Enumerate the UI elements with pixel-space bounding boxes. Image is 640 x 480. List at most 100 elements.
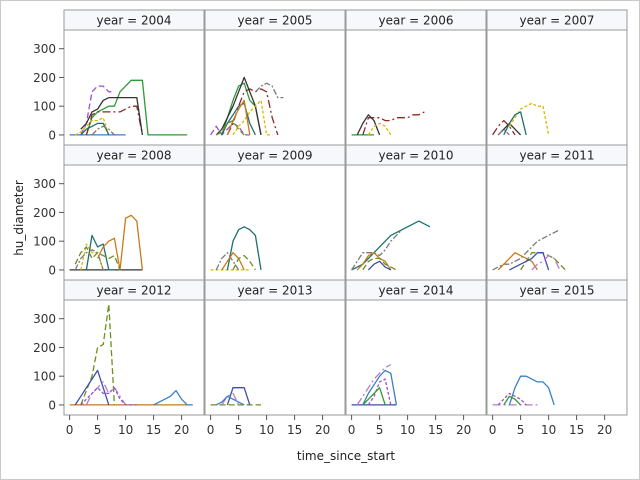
x-tick-label: 5 — [376, 423, 384, 437]
series-line — [85, 381, 127, 406]
series-line — [503, 395, 522, 406]
x-tick-label: 15 — [146, 423, 161, 437]
series-line — [215, 119, 245, 136]
series-line — [508, 102, 550, 136]
facet-label: year = 2013 — [238, 284, 313, 298]
x-tick-label: 20 — [315, 423, 330, 437]
facet-series-group — [351, 364, 398, 406]
x-tick-label: 0 — [207, 423, 215, 437]
series-line — [226, 226, 262, 271]
series-line — [74, 246, 121, 271]
series-line — [74, 117, 110, 136]
y-tick-label: 0 — [48, 128, 56, 142]
series-line — [221, 392, 240, 406]
x-tick-label: 15 — [569, 423, 584, 437]
facet-plot-area — [63, 299, 205, 416]
y-tick-label: 200 — [33, 71, 56, 85]
series-line — [362, 111, 425, 136]
facet-series-group — [210, 226, 262, 271]
x-tick-label: 15 — [287, 423, 302, 437]
facet-series-group — [351, 220, 431, 271]
series-line — [367, 260, 392, 271]
series-line — [215, 76, 262, 136]
facet-panel: year = 2011 — [486, 144, 628, 281]
series-line — [356, 252, 392, 271]
series-line — [497, 128, 510, 136]
facet-label: year = 2015 — [520, 284, 595, 298]
facet-label: year = 2010 — [379, 149, 454, 163]
x-tick-label: 5 — [235, 423, 243, 437]
series-line — [221, 102, 256, 136]
facet-series-group — [69, 214, 144, 271]
facet-panel: year = 2006 — [345, 9, 487, 146]
y-tick-label: 100 — [33, 235, 56, 249]
y-axis-title: hu_diameter — [12, 180, 26, 256]
series-line — [80, 387, 137, 406]
facet-plot-area — [345, 29, 487, 146]
facet-label: year = 2004 — [97, 14, 172, 28]
x-tick-label: 20 — [597, 423, 612, 437]
facet-panel: year = 2008 — [63, 144, 205, 281]
facet-series-group — [492, 229, 566, 271]
series-line — [215, 395, 245, 406]
y-tick-label: 100 — [33, 100, 56, 114]
series-line — [367, 122, 392, 136]
facet-series-group — [210, 387, 261, 406]
x-tick-label: 5 — [94, 423, 102, 437]
x-tick-label: 5 — [517, 423, 525, 437]
x-axis-title: time_since_start — [297, 449, 396, 463]
facet-label: year = 2014 — [379, 284, 454, 298]
series-line — [226, 99, 251, 136]
y-tick-label: 0 — [48, 398, 56, 412]
y-tick-label: 300 — [33, 177, 56, 191]
series-line — [254, 82, 284, 99]
facet-label: year = 2005 — [238, 14, 313, 28]
series-line — [91, 125, 115, 136]
series-line — [508, 375, 555, 406]
series-line — [362, 369, 398, 406]
y-tick-label: 0 — [48, 263, 56, 277]
series-line — [226, 387, 251, 406]
x-tick-label: 20 — [174, 423, 189, 437]
y-tick-label: 200 — [33, 206, 56, 220]
x-tick-label: 20 — [456, 423, 471, 437]
facet-panel: year = 2015 — [486, 279, 628, 416]
facet-label: year = 2007 — [520, 14, 595, 28]
facet-label: year = 2009 — [238, 149, 313, 163]
series-line — [497, 252, 538, 271]
x-tick-label: 15 — [428, 423, 443, 437]
facet-panel: year = 2010 — [345, 144, 487, 281]
facet-label: year = 2006 — [379, 14, 454, 28]
series-line — [232, 254, 256, 271]
y-tick-label: 100 — [33, 370, 56, 384]
facet-plot-area — [486, 299, 628, 416]
facet-plot-area — [204, 29, 346, 146]
facet-panel: year = 2009 — [204, 144, 346, 281]
series-line — [221, 252, 245, 271]
facet-series-group — [69, 79, 188, 136]
series-line — [503, 111, 527, 136]
y-tick-label: 300 — [33, 42, 56, 56]
x-tick-label: 10 — [541, 423, 556, 437]
series-line — [215, 252, 240, 271]
series-line — [85, 79, 188, 136]
facet-panel: year = 2005 — [204, 9, 346, 146]
series-line — [351, 229, 403, 271]
series-line — [80, 243, 104, 271]
y-tick-label: 300 — [33, 312, 56, 326]
series-line — [497, 392, 527, 406]
x-tick-label: 0 — [348, 423, 356, 437]
series-line — [80, 96, 144, 135]
facet-series-group — [210, 76, 284, 136]
facet-plot-area — [63, 164, 205, 281]
facet-series-group — [492, 375, 555, 406]
facet-panel: year = 2012 — [63, 279, 205, 416]
series-line — [362, 257, 397, 271]
facet-panel: year = 2007 — [486, 9, 628, 146]
facet-series-group — [492, 102, 550, 136]
series-line — [232, 99, 273, 136]
series-line — [367, 378, 392, 406]
series-line — [85, 105, 144, 136]
